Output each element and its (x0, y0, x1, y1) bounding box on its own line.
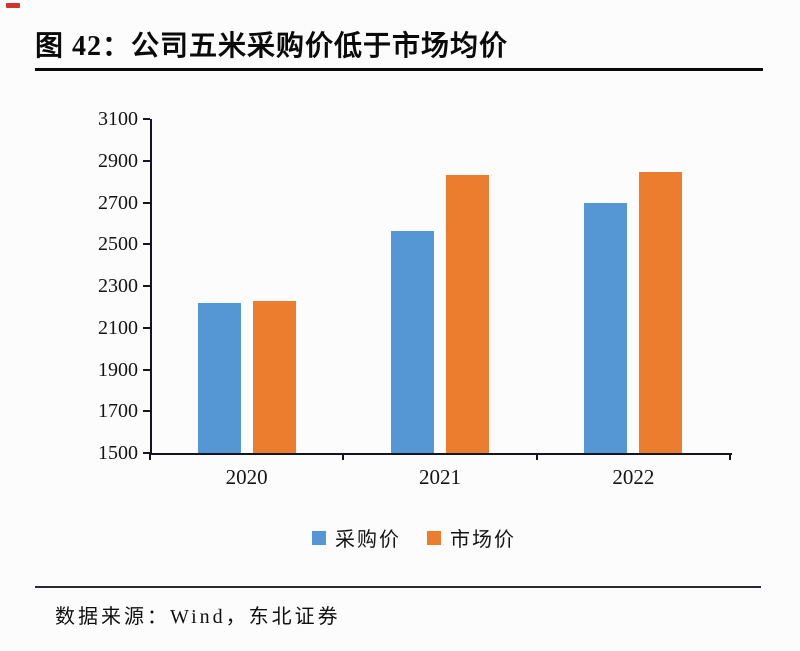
y-axis-tick-mark (143, 368, 150, 371)
chart-legend: 采购价 市场价 (0, 523, 800, 552)
bar-chart: 1500 1700 1900 2100 2300 2500 2700 2900 3100 2020… (98, 108, 732, 489)
y-axis-tick-label: 1500 (98, 442, 138, 464)
x-axis-category-label: 2022 (612, 465, 655, 489)
y-axis-tick-mark (143, 285, 150, 287)
figure-title: 图 42：公司五米采购价低于市场均价 (35, 31, 509, 62)
y-axis-tick-mark (143, 201, 150, 204)
data-source-note: 数据来源：Wind，东北证券 (55, 606, 341, 628)
y-axis-tick-mark (143, 452, 150, 454)
x-axis-category-label: 2020 (225, 465, 268, 489)
y-axis-tick-label: 2100 (98, 316, 138, 339)
bar-采购价-2020 (197, 302, 241, 453)
source-divider (35, 586, 761, 588)
x-axis-category-label: 2021 (419, 465, 461, 489)
y-axis-tick-label: 1900 (98, 358, 138, 381)
y-axis-tick-label: 1700 (98, 400, 138, 423)
bar-市场价-2022 (639, 172, 683, 453)
x-axis-tick-mark (535, 453, 538, 460)
y-axis-tick-mark (143, 410, 150, 413)
x-axis-tick-mark (149, 453, 151, 460)
legend-item-market: 市场价 (427, 523, 516, 552)
bar-市场价-2020 (252, 300, 296, 453)
plot-area (150, 119, 732, 455)
y-axis-tick-mark (143, 118, 150, 120)
x-axis-tick-mark (342, 453, 345, 460)
bar-市场价-2021 (446, 175, 489, 453)
purchase-series-label: 采购价 (335, 529, 401, 551)
y-axis-tick-label: 2300 (98, 275, 138, 297)
y-axis-tick-label: 2900 (98, 149, 138, 172)
y-axis-tick-label: 2700 (98, 191, 138, 214)
bar-采购价-2022 (584, 202, 628, 453)
x-axis-tick-mark (729, 453, 731, 460)
legend-item-purchase: 采购价 (312, 523, 401, 552)
y-axis-tick-label: 3100 (98, 108, 138, 130)
red-corner-mark (6, 3, 20, 8)
bar-采购价-2021 (391, 230, 434, 453)
market-series-swatch (427, 530, 441, 545)
y-axis-tick-mark (143, 243, 150, 246)
y-axis-tick-mark (143, 159, 150, 162)
market-series-label: 市场价 (450, 529, 516, 551)
y-axis-tick-label: 2500 (98, 233, 138, 256)
y-axis-tick-mark (143, 326, 150, 329)
title-underline (35, 68, 763, 71)
purchase-series-swatch (312, 530, 326, 545)
